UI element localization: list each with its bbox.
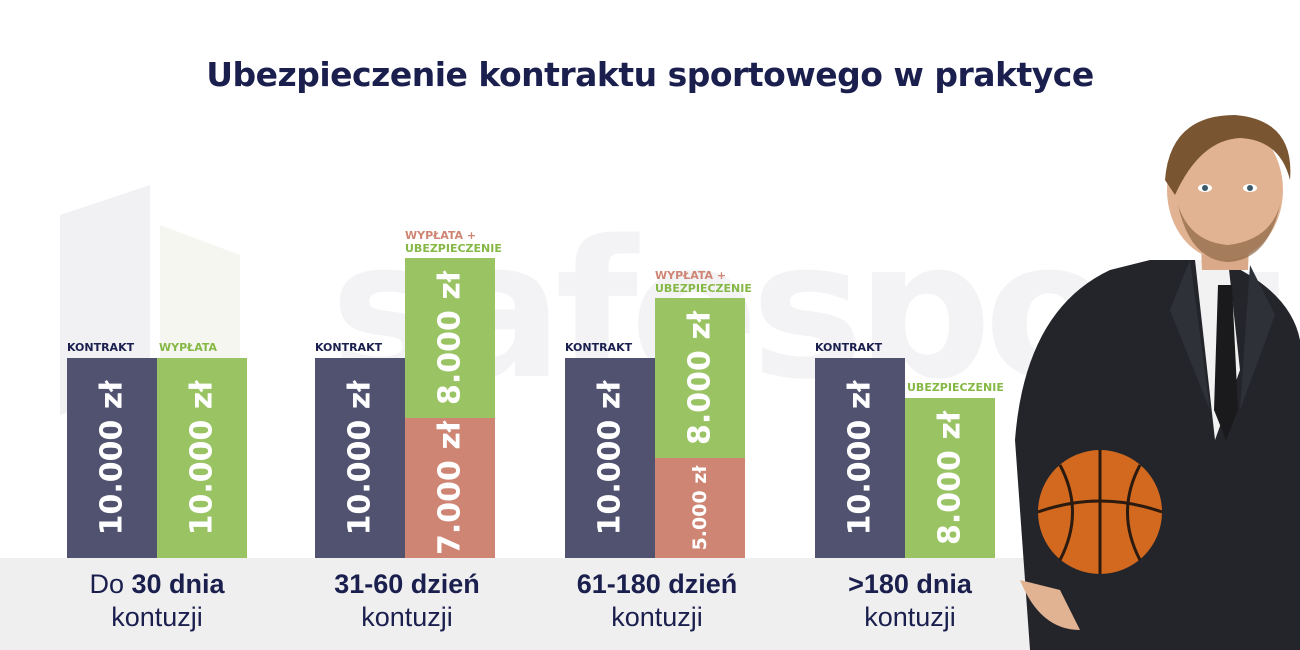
bar-header-label: UBEZPIECZENIE	[655, 282, 752, 295]
bar-header-label: WYPŁATA +	[655, 269, 726, 282]
bar-segment	[405, 258, 495, 418]
page-title: Ubezpieczenie kontraktu sportowego w pra…	[206, 55, 1094, 94]
bar-header-label: KONTRAKT	[565, 341, 633, 354]
bar-segment	[905, 398, 995, 558]
bar-value-label: 10.000 zł	[185, 380, 220, 536]
group-label-line2: kontuzji	[111, 602, 203, 632]
group-label-line2: kontuzji	[361, 602, 453, 632]
group-label-4: >180 dnia kontuzji	[795, 568, 1025, 634]
bar-header-label: WYPŁATA	[159, 341, 218, 354]
bar-header-label: UBEZPIECZENIE	[405, 242, 502, 255]
bar-value-label: 8.000 zł	[933, 410, 968, 545]
group-label-3: 61-180 dzień kontuzji	[542, 568, 772, 634]
bar-value-label: 10.000 zł	[343, 380, 378, 536]
bar-value-label: 7.000 zł	[433, 420, 468, 555]
group-label-line2: kontuzji	[864, 602, 956, 632]
bar-segment	[157, 358, 247, 558]
bar-segment	[405, 418, 495, 558]
bar-value-label: 8.000 zł	[433, 270, 468, 405]
group-label-line2: kontuzji	[611, 602, 703, 632]
bar-segment	[655, 458, 745, 558]
group-label-bold: 30 dnia	[131, 569, 225, 599]
group-label-bold: >180 dnia	[848, 569, 972, 599]
basketball-player-illustration	[1015, 115, 1300, 650]
bar-value-label: 5.000 zł	[689, 465, 711, 551]
bar-value-label: 10.000 zł	[593, 380, 628, 536]
group-label-prefix: Do	[89, 569, 132, 599]
bar-header-label: KONTRAKT	[67, 341, 135, 354]
bar-segment	[815, 358, 905, 558]
group-label-1: Do 30 dnia kontuzji	[42, 568, 272, 634]
bar-header-label: KONTRAKT	[315, 341, 383, 354]
bar-segment	[315, 358, 405, 558]
bar-value-label: 10.000 zł	[843, 380, 878, 536]
bar-header-label: WYPŁATA +	[405, 229, 476, 242]
bar-value-label: 8.000 zł	[683, 310, 718, 445]
bar-segment	[67, 358, 157, 558]
bar-header-label: KONTRAKT	[815, 341, 883, 354]
group-label-bold: 61-180 dzień	[576, 569, 738, 599]
bar-value-label: 10.000 zł	[95, 380, 130, 536]
group-label-bold: 31-60 dzień	[334, 569, 480, 599]
bar-segment	[565, 358, 655, 558]
bar-header-label: UBEZPIECZENIE	[907, 381, 1004, 394]
group-label-2: 31-60 dzień kontuzji	[292, 568, 522, 634]
bar-segment	[655, 298, 745, 458]
